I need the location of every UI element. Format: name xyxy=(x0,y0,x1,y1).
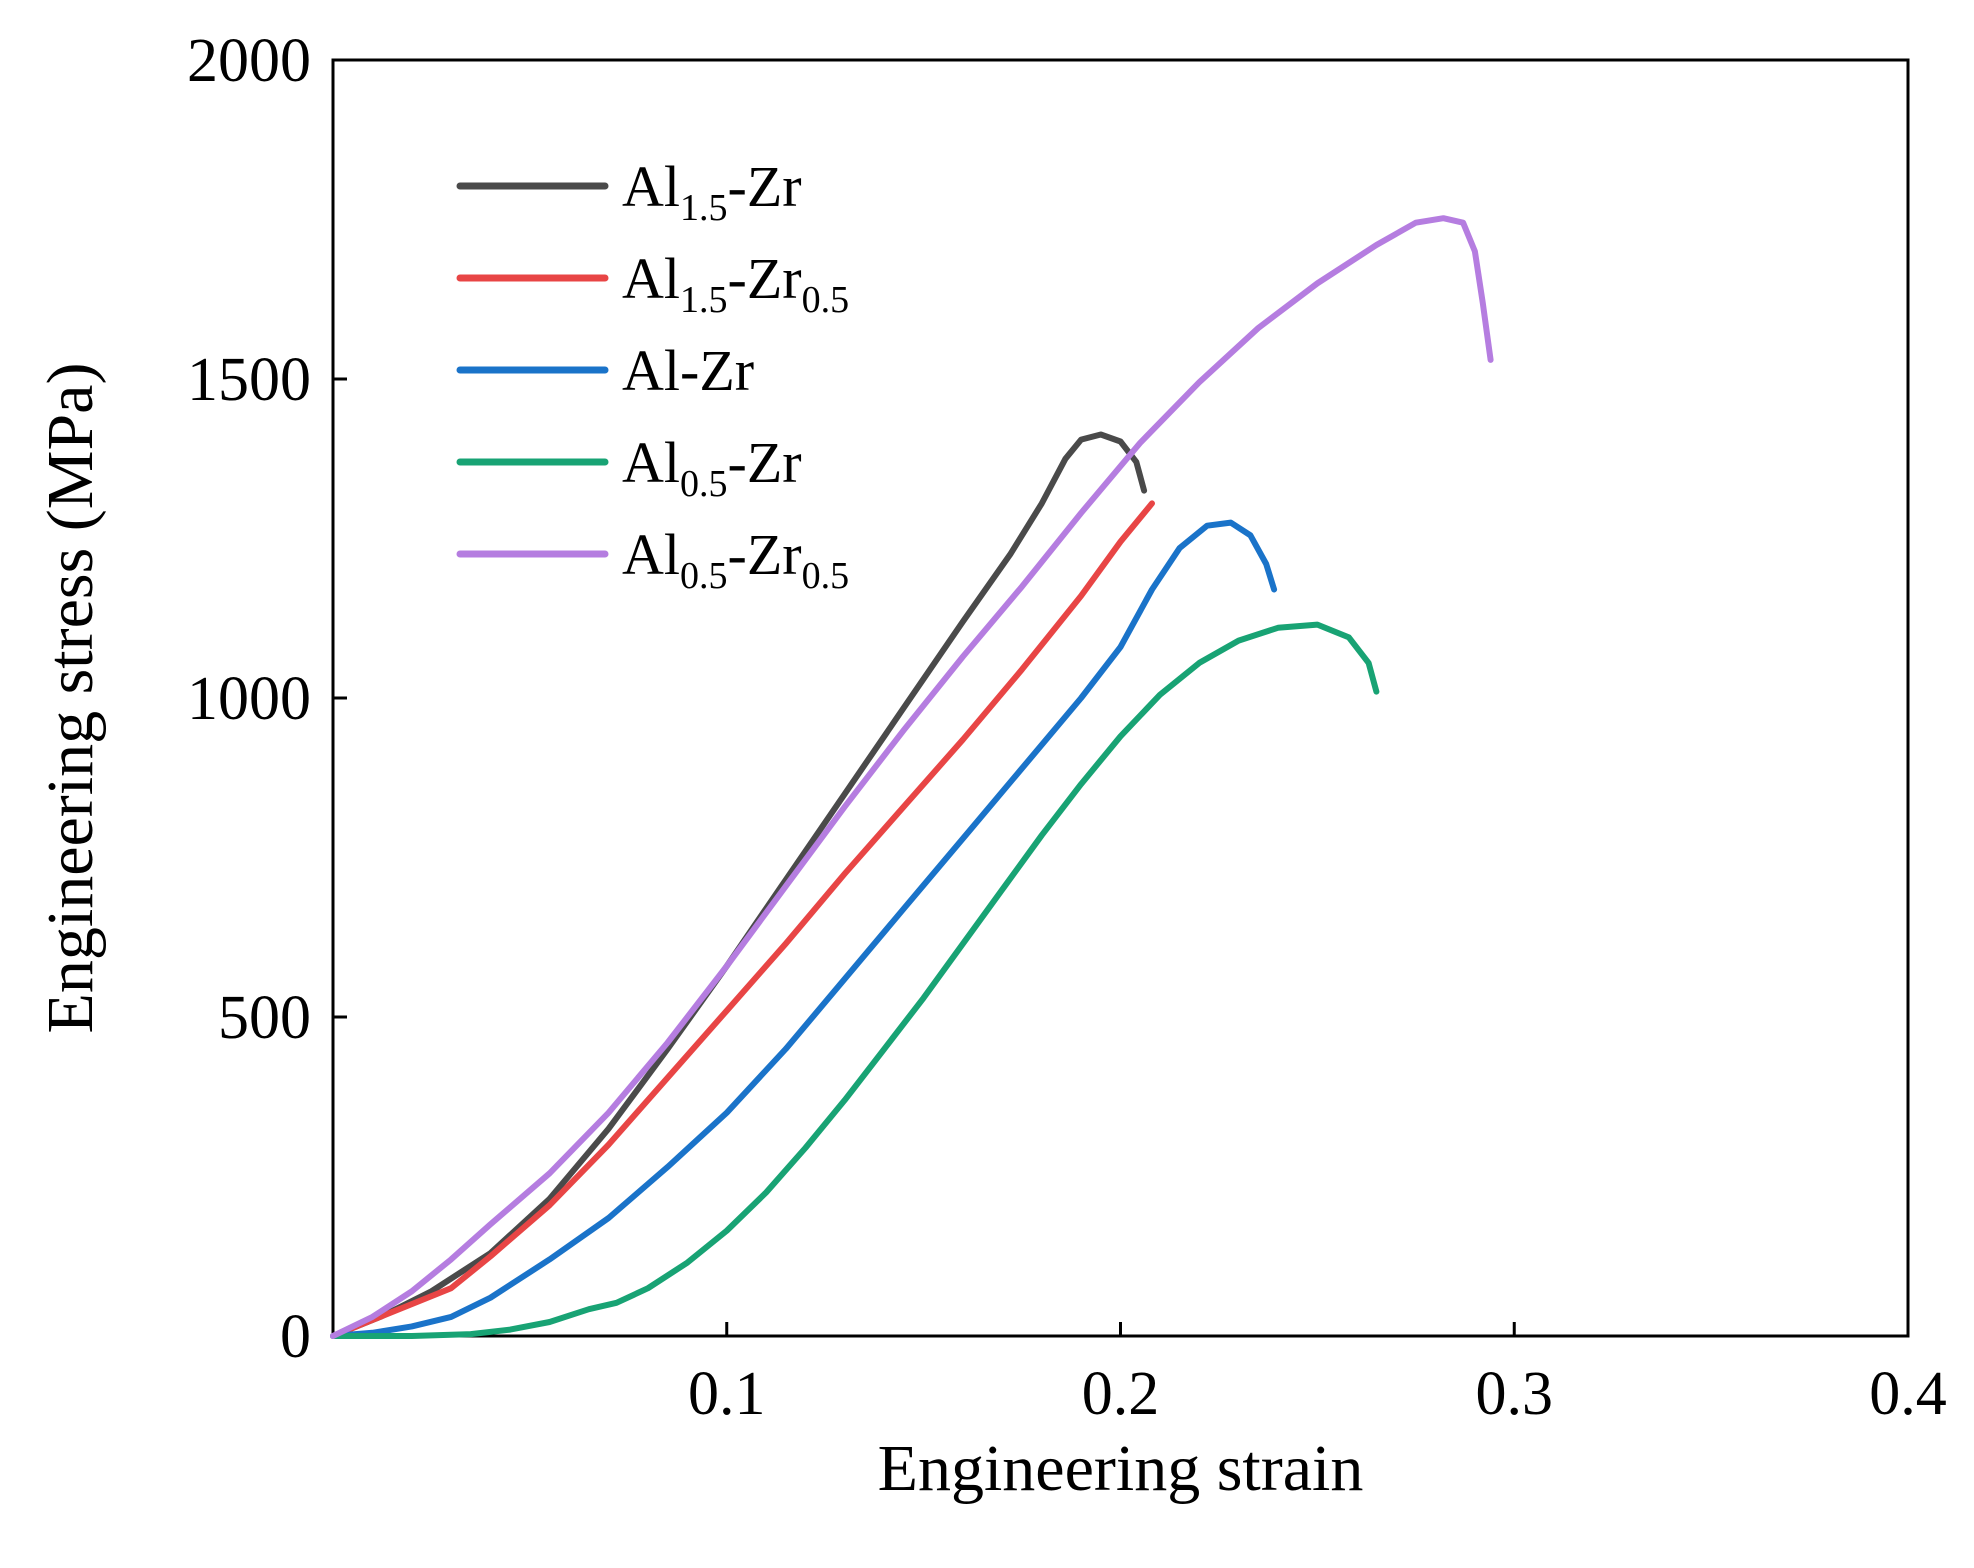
series-line-2 xyxy=(330,500,1155,1339)
series-line-3 xyxy=(330,519,1278,1339)
legend-label-part: -Zr xyxy=(728,246,802,311)
legend-label-part: -Zr xyxy=(728,154,802,219)
legend-item: Al-Zr xyxy=(456,338,754,403)
x-axis: 0.1 0.2 0.3 0.4 xyxy=(688,1322,1947,1428)
x-tick-label: 0.4 xyxy=(1869,1360,1947,1428)
legend-item: Al1.5-Zr xyxy=(456,154,802,229)
legend-label-part: Al xyxy=(622,430,680,495)
legend-label-part: Al-Zr xyxy=(622,338,754,403)
legend-label: Al-Zr xyxy=(622,338,754,403)
legend-item: Al0.5-Zr xyxy=(456,430,802,505)
legend-label: Al1.5-Zr0.5 xyxy=(622,246,849,321)
series-line-4 xyxy=(330,621,1380,1339)
legend-label: Al0.5-Zr0.5 xyxy=(622,522,849,597)
x-tick-label: 0.2 xyxy=(1082,1360,1160,1428)
y-tick-label: 1000 xyxy=(187,665,311,733)
legend-item: Al1.5-Zr0.5 xyxy=(456,246,849,321)
y-tick-label: 2000 xyxy=(187,27,311,95)
legend-label-part: -Zr xyxy=(728,522,802,587)
legend-label-subscript: 0.5 xyxy=(680,555,728,597)
y-axis: 0 500 1000 1500 2000 xyxy=(187,27,347,1371)
y-tick-label: 0 xyxy=(280,1303,311,1371)
legend: Al1.5-ZrAl1.5-Zr0.5Al-ZrAl0.5-ZrAl0.5-Zr… xyxy=(456,154,849,597)
plot-area-border xyxy=(331,58,1910,1338)
legend-label-part: -Zr xyxy=(728,430,802,495)
legend-label-subscript: 0.5 xyxy=(680,463,728,505)
y-axis-title: Engineering stress (MPa) xyxy=(34,363,107,1034)
legend-label-subscript: 1.5 xyxy=(680,279,728,321)
legend-label-subscript: 1.5 xyxy=(680,187,728,229)
y-tick-label: 500 xyxy=(218,984,311,1052)
x-axis-title: Engineering strain xyxy=(878,1432,1364,1505)
legend-label-part: Al xyxy=(622,246,680,311)
legend-label-part: Al xyxy=(622,154,680,219)
x-tick-label: 0.3 xyxy=(1476,1360,1554,1428)
series-line-5 xyxy=(330,215,1494,1339)
legend-label-part: Al xyxy=(622,522,680,587)
legend-label-subscript: 0.5 xyxy=(802,555,850,597)
plot-frame xyxy=(331,58,1910,1338)
series-layer xyxy=(330,215,1494,1339)
y-tick-label: 1500 xyxy=(187,346,311,414)
x-tick-label: 0.1 xyxy=(688,1360,766,1428)
legend-item: Al0.5-Zr0.5 xyxy=(456,522,849,597)
legend-label: Al0.5-Zr xyxy=(622,430,802,505)
legend-label: Al1.5-Zr xyxy=(622,154,802,229)
legend-label-subscript: 0.5 xyxy=(802,279,850,321)
